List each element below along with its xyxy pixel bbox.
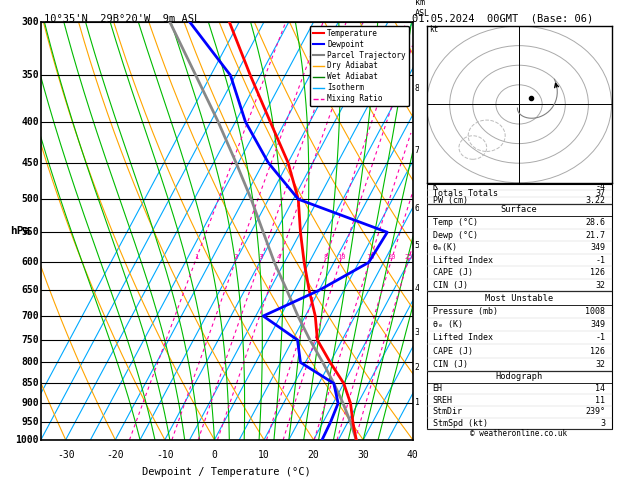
Text: StmDir: StmDir [433,407,462,417]
Text: θₑ(K): θₑ(K) [433,243,458,252]
Text: 126: 126 [591,347,606,356]
Text: 3: 3 [601,419,606,428]
Text: 7: 7 [415,146,420,155]
Text: -30: -30 [57,450,74,460]
Text: 37: 37 [596,189,606,198]
Text: 3: 3 [259,254,263,260]
Text: 1: 1 [194,254,198,260]
Text: CAPE (J): CAPE (J) [433,347,472,356]
Text: 126: 126 [591,268,606,277]
Text: 2: 2 [415,363,420,372]
Text: 8: 8 [415,84,420,92]
Text: 11: 11 [596,396,606,405]
Text: km
ASL: km ASL [415,0,430,17]
Text: Totals Totals: Totals Totals [433,189,498,198]
Text: 400: 400 [21,117,39,127]
Text: K: K [433,182,438,191]
Text: 10: 10 [258,450,270,460]
Text: PW (cm): PW (cm) [433,196,467,205]
Text: 800: 800 [21,357,39,367]
Text: 3.22: 3.22 [586,196,606,205]
Text: 0: 0 [211,450,218,460]
Text: 450: 450 [21,157,39,168]
Text: CIN (J): CIN (J) [433,281,467,290]
Text: 21.7: 21.7 [586,230,606,240]
Text: Dewpoint / Temperature (°C): Dewpoint / Temperature (°C) [142,467,311,477]
Text: 4: 4 [277,254,281,260]
Text: 10°35'N  29B°20'W  9m ASL: 10°35'N 29B°20'W 9m ASL [44,14,200,24]
Text: 650: 650 [21,285,39,295]
Text: 40: 40 [407,450,419,460]
Text: 239°: 239° [586,407,606,417]
Text: 4: 4 [415,284,420,293]
Text: hPa: hPa [10,226,31,236]
Text: 1LCL: 1LCL [415,398,435,407]
Text: 600: 600 [21,258,39,267]
Text: Lifted Index: Lifted Index [433,256,493,264]
Text: 750: 750 [21,335,39,345]
Text: 950: 950 [21,417,39,427]
Bar [426,292,611,371]
Text: Most Unstable: Most Unstable [485,294,553,303]
Text: -1: -1 [596,333,606,342]
Text: 349: 349 [591,320,606,329]
Text: 350: 350 [21,70,39,80]
Text: Dewp (°C): Dewp (°C) [433,230,477,240]
Text: 349: 349 [591,243,606,252]
Text: θₑ (K): θₑ (K) [433,320,462,329]
Text: CAPE (J): CAPE (J) [433,268,472,277]
Text: Lifted Index: Lifted Index [433,333,493,342]
Text: 300: 300 [21,17,39,27]
Bar [426,371,611,430]
Text: 01.05.2024  00GMT  (Base: 06): 01.05.2024 00GMT (Base: 06) [412,14,593,24]
Text: -1: -1 [596,256,606,264]
Text: 8: 8 [323,254,328,260]
Text: 10: 10 [337,254,345,260]
Bar [426,204,611,292]
Text: 25: 25 [404,254,413,260]
Text: 32: 32 [596,360,606,369]
Text: 700: 700 [21,311,39,321]
Text: 32: 32 [596,281,606,290]
Text: 28.6: 28.6 [586,218,606,227]
Text: 15: 15 [366,254,374,260]
Text: -4: -4 [596,182,606,191]
Text: Hodograph: Hodograph [496,372,543,381]
Text: StmSpd (kt): StmSpd (kt) [433,419,487,428]
Text: 3: 3 [415,328,420,336]
Text: 2: 2 [234,254,238,260]
Text: -10: -10 [156,450,174,460]
Text: 14: 14 [596,384,606,393]
Text: 1008: 1008 [586,307,606,316]
Text: EH: EH [433,384,443,393]
Text: CIN (J): CIN (J) [433,360,467,369]
Text: 5: 5 [415,242,420,250]
Text: Pressure (mb): Pressure (mb) [433,307,498,316]
Text: Temp (°C): Temp (°C) [433,218,477,227]
Bar [426,184,611,204]
Text: Surface: Surface [501,206,537,214]
Text: 900: 900 [21,398,39,408]
Text: 500: 500 [21,194,39,204]
Legend: Temperature, Dewpoint, Parcel Trajectory, Dry Adiabat, Wet Adiabat, Isotherm, Mi: Temperature, Dewpoint, Parcel Trajectory… [309,26,409,106]
Text: 30: 30 [357,450,369,460]
Text: 850: 850 [21,379,39,388]
Text: 6: 6 [415,204,420,213]
Text: © weatheronline.co.uk: © weatheronline.co.uk [470,429,567,438]
Text: 1000: 1000 [16,435,39,445]
Text: -20: -20 [106,450,124,460]
Text: 20: 20 [308,450,320,460]
Text: SREH: SREH [433,396,453,405]
Text: 20: 20 [387,254,396,260]
Text: 550: 550 [21,227,39,237]
